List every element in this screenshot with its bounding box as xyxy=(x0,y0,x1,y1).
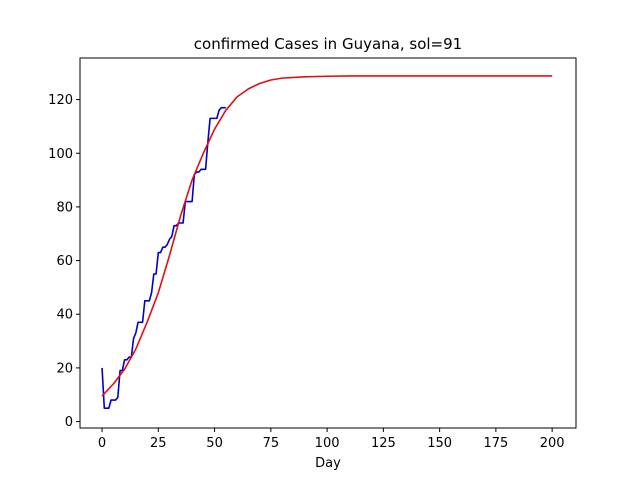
chart-title: confirmed Cases in Guyana, sol=91 xyxy=(194,35,462,53)
x-tick-label: 175 xyxy=(483,436,508,451)
plot-frame xyxy=(79,57,577,429)
series-lines xyxy=(101,75,553,409)
x-tick-label: 100 xyxy=(315,436,340,451)
y-tick-label: 20 xyxy=(56,361,73,376)
y-tick-label: 40 xyxy=(56,308,73,323)
y-tick-label: 100 xyxy=(48,147,73,162)
x-tick-label: 0 xyxy=(98,436,106,451)
series-line-1 xyxy=(101,106,226,409)
y-tick-label: 120 xyxy=(48,93,73,108)
x-tick-label: 25 xyxy=(150,436,167,451)
x-tick-label: 50 xyxy=(206,436,223,451)
x-tick-label: 200 xyxy=(540,436,565,451)
x-axis-label: Day xyxy=(315,456,341,471)
y-tick-label: 0 xyxy=(65,415,73,430)
series-line-2 xyxy=(101,75,553,397)
x-tick-label: 150 xyxy=(427,436,452,451)
y-axis: 0 20 40 60 80 100 120 xyxy=(48,93,80,430)
x-tick-label: 75 xyxy=(263,436,280,451)
y-tick-label: 80 xyxy=(56,200,73,215)
x-axis: 0 25 50 75 100 125 150 175 200 xyxy=(98,428,565,451)
x-tick-label: 125 xyxy=(371,436,396,451)
y-tick-label: 60 xyxy=(56,254,73,269)
